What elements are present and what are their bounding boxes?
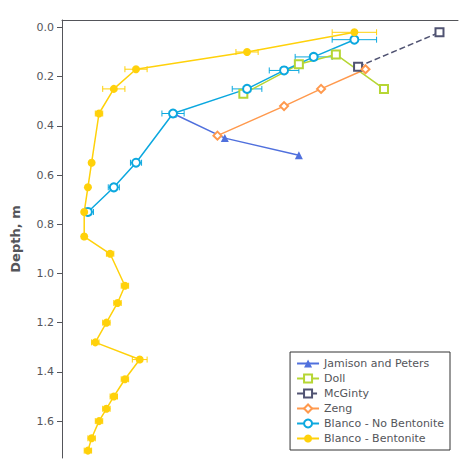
svg-text:1.0: 1.0 — [37, 267, 55, 280]
svg-text:Jamison and Peters: Jamison and Peters — [323, 357, 429, 370]
svg-text:0.2: 0.2 — [37, 70, 55, 83]
svg-text:Blanco - No Bentonite: Blanco - No Bentonite — [324, 417, 444, 430]
svg-text:0.4: 0.4 — [37, 119, 55, 132]
svg-text:1.4: 1.4 — [37, 365, 55, 378]
svg-text:Doll: Doll — [324, 372, 345, 385]
svg-text:0.0: 0.0 — [37, 21, 55, 34]
svg-text:0.6: 0.6 — [37, 169, 55, 182]
svg-text:Depth, m: Depth, m — [8, 205, 23, 272]
svg-text:Zeng: Zeng — [324, 402, 352, 415]
svg-text:1.6: 1.6 — [37, 415, 55, 428]
svg-text:0.8: 0.8 — [37, 218, 55, 231]
svg-text:Blanco - Bentonite: Blanco - Bentonite — [324, 432, 426, 445]
svg-text:McGinty: McGinty — [324, 387, 369, 400]
svg-text:1.2: 1.2 — [37, 316, 55, 329]
